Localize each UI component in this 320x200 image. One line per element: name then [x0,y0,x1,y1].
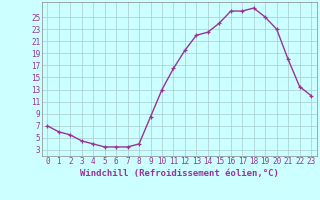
X-axis label: Windchill (Refroidissement éolien,°C): Windchill (Refroidissement éolien,°C) [80,169,279,178]
